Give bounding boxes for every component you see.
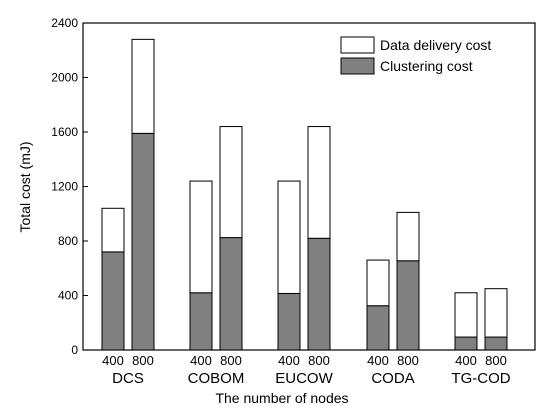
x-subcategory-label: 800 [397, 353, 419, 368]
bar-clustering-cost [484, 336, 508, 351]
x-subcategory-label: 800 [220, 353, 242, 368]
bar-clustering-cost [131, 132, 155, 351]
x-group-label: CODA [371, 370, 414, 387]
bar-clustering-cost [277, 292, 301, 351]
bar-data-delivery-cost [454, 292, 478, 338]
x-subcategory-label: 400 [455, 353, 477, 368]
legend-label-clustering: Clustering cost [380, 58, 473, 74]
x-subcategory-label: 400 [102, 353, 124, 368]
bar-data-delivery-cost [307, 126, 331, 239]
y-tick-label: 2400 [51, 16, 78, 30]
y-axis-title: Total cost (mJ) [17, 141, 33, 232]
y-axis: 0 400 800 1200 1600 2000 2400 [51, 16, 88, 357]
x-subcategory-label: 400 [190, 353, 212, 368]
y-tick-label: 0 [71, 343, 78, 357]
bar-clustering-cost [189, 292, 213, 351]
x-subcategory-label: 400 [367, 353, 389, 368]
legend: Data delivery cost Clustering cost [340, 36, 491, 75]
bar-clustering-cost [307, 237, 331, 351]
legend-label-data-delivery: Data delivery cost [380, 37, 491, 53]
bar-data-delivery-cost [101, 207, 125, 253]
y-tick-label: 800 [58, 234, 78, 248]
bar-clustering-cost [454, 336, 478, 351]
y-tick-label: 2000 [51, 71, 78, 85]
legend-swatch-clustering [340, 57, 375, 75]
x-axis-title: The number of nodes [215, 390, 348, 406]
bar-data-delivery-cost [219, 126, 243, 239]
bar-data-delivery-cost [396, 211, 420, 262]
x-subcategory-label: 800 [308, 353, 330, 368]
bar-data-delivery-cost [189, 180, 213, 294]
legend-swatch-data-delivery [340, 36, 375, 54]
x-group-label: COBOM [188, 370, 245, 387]
bar-data-delivery-cost [484, 288, 508, 338]
y-tick-label: 400 [58, 289, 78, 303]
x-group-label: EUCOW [275, 370, 333, 387]
bars-layer [101, 38, 508, 351]
bar-data-delivery-cost [277, 180, 301, 294]
x-axis: 400 800 DCS 400 800 COBOM 400 800 EUCOW 400 800 COD… [102, 353, 511, 387]
bar-clustering-cost [219, 237, 243, 351]
bar-clustering-cost [366, 305, 390, 351]
y-tick-label: 1600 [51, 125, 78, 139]
bar-clustering-cost [101, 251, 125, 351]
x-group-label: TG-COD [451, 370, 510, 387]
bar-data-delivery-cost [131, 38, 155, 134]
x-group-label: DCS [112, 370, 144, 387]
x-subcategory-label: 800 [485, 353, 507, 368]
x-subcategory-label: 400 [278, 353, 300, 368]
bar-clustering-cost [396, 260, 420, 351]
bar-data-delivery-cost [366, 259, 390, 307]
y-tick-label: 1200 [51, 180, 78, 194]
x-subcategory-label: 800 [132, 353, 154, 368]
